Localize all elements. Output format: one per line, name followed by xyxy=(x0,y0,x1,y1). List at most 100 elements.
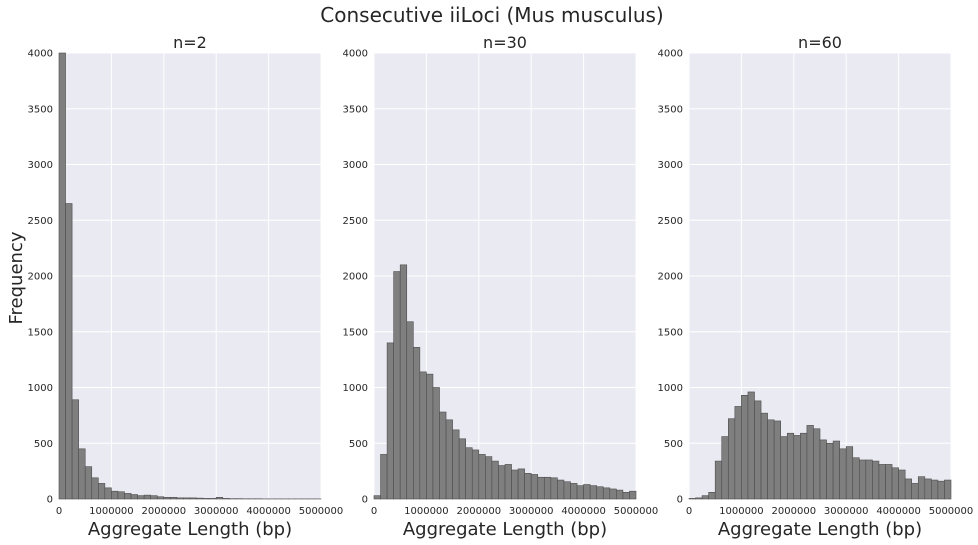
histogram-bar xyxy=(721,436,729,500)
panel-title: n=60 xyxy=(798,33,842,52)
x-tick-label: 3000000 xyxy=(824,506,869,517)
histogram-bar xyxy=(832,440,840,500)
histogram-bar xyxy=(557,479,565,500)
histogram-bar xyxy=(150,495,158,500)
histogram-bar xyxy=(609,488,617,500)
histogram-bar xyxy=(917,476,926,500)
histogram-bar xyxy=(800,432,808,500)
histogram-bar xyxy=(924,478,932,500)
y-tick-label: 2500 xyxy=(28,216,53,227)
histogram-bar xyxy=(786,432,795,500)
histogram-bar xyxy=(780,436,788,500)
histogram-panel: 0 1000000 2000000 3000000 4000000 5000000 0 500… xyxy=(28,33,344,540)
x-tick-label: 0 xyxy=(371,506,377,517)
y-tick-label: 3000 xyxy=(28,160,53,171)
histogram-bar xyxy=(71,399,79,500)
histogram-bar xyxy=(426,373,434,500)
y-tick-label: 2500 xyxy=(343,216,368,227)
histogram-bar xyxy=(491,460,499,500)
x-tick-label: 2000000 xyxy=(142,506,187,517)
histogram-bar xyxy=(714,460,723,500)
histogram-bar xyxy=(543,476,552,500)
x-axis-label: Aggregate Length (bp) xyxy=(718,519,922,540)
histogram-bar xyxy=(91,477,99,500)
histogram-panels: 0 1000000 2000000 3000000 4000000 5000000 0 500… xyxy=(28,33,974,540)
histogram-bar xyxy=(406,321,414,500)
histogram-bar xyxy=(399,264,408,500)
histogram-bar xyxy=(845,446,854,500)
histogram-bar xyxy=(419,371,427,500)
histogram-bar xyxy=(215,497,224,500)
y-tick-label: 500 xyxy=(34,439,53,450)
histogram-bar xyxy=(78,448,86,500)
y-axis-label: Frequency xyxy=(6,231,27,324)
histogram-bar xyxy=(596,486,604,500)
histogram-bar xyxy=(727,418,736,500)
y-tick-label: 2000 xyxy=(658,272,683,283)
y-tick-label: 3000 xyxy=(343,160,368,171)
y-tick-label: 1500 xyxy=(658,327,683,338)
histogram-bar xyxy=(793,435,801,500)
histogram-bar xyxy=(393,271,401,500)
histogram-bar xyxy=(485,456,493,500)
x-tick-label: 1000000 xyxy=(719,506,764,517)
histogram-bar xyxy=(439,411,447,500)
histogram-bar xyxy=(688,498,696,500)
histogram-bar xyxy=(202,498,210,500)
histogram-bar xyxy=(767,419,775,500)
x-axis-label: Aggregate Length (bp) xyxy=(403,519,607,540)
panel-title: n=30 xyxy=(483,33,527,52)
panel-title: n=2 xyxy=(173,33,207,52)
histogram-bar xyxy=(58,52,66,500)
histogram-bar xyxy=(498,465,506,500)
x-tick-label: 3000000 xyxy=(194,506,239,517)
histogram-bar xyxy=(944,479,952,500)
y-tick-label: 2500 xyxy=(658,216,683,227)
y-tick-label: 4000 xyxy=(28,49,53,60)
y-tick-label: 0 xyxy=(362,495,368,506)
histogram-bar xyxy=(517,468,525,500)
y-tick-label: 3500 xyxy=(343,104,368,115)
histogram-bar xyxy=(196,497,204,500)
x-tick-label: 1000000 xyxy=(89,506,134,517)
histogram-bar xyxy=(504,464,512,500)
histogram-bar xyxy=(458,438,466,500)
histogram-bar xyxy=(872,460,880,500)
histogram-bar xyxy=(891,467,899,500)
y-tick-label: 1500 xyxy=(343,327,368,338)
histogram-bar xyxy=(904,478,913,500)
histogram-bar xyxy=(589,485,598,500)
histogram-bar xyxy=(911,483,919,500)
x-tick-label: 0 xyxy=(56,506,62,517)
histogram-bar xyxy=(183,497,191,500)
histogram-bar xyxy=(471,449,480,500)
histogram-bar xyxy=(117,491,125,500)
x-tick-label: 5000000 xyxy=(614,506,659,517)
histogram-bar xyxy=(583,484,591,500)
histogram-bar xyxy=(130,494,138,500)
x-tick-label: 3000000 xyxy=(509,506,554,517)
y-tick-label: 4000 xyxy=(343,49,368,60)
histogram-bar xyxy=(570,483,578,500)
x-tick-label: 4000000 xyxy=(876,506,921,517)
histogram-bar xyxy=(524,473,532,500)
x-tick-label: 2000000 xyxy=(457,506,502,517)
histogram-bar xyxy=(111,490,119,500)
x-tick-label: 5000000 xyxy=(929,506,974,517)
histogram-bar xyxy=(65,203,73,500)
histogram-bar xyxy=(931,479,939,500)
histogram-bar xyxy=(380,454,388,500)
histogram-bar xyxy=(839,448,847,500)
y-tick-label: 0 xyxy=(47,495,53,506)
histogram-bar xyxy=(176,497,184,500)
y-tick-label: 1000 xyxy=(658,383,683,394)
histogram-bar xyxy=(452,429,460,500)
histogram-panel: 0 1000000 2000000 3000000 4000000 5000000 0 500… xyxy=(343,33,659,540)
y-tick-label: 3000 xyxy=(658,160,683,171)
histogram-bar xyxy=(84,466,93,500)
x-tick-label: 2000000 xyxy=(772,506,817,517)
histogram-bar xyxy=(629,490,637,500)
histogram-bar xyxy=(222,498,230,500)
histogram-bar xyxy=(478,454,486,500)
